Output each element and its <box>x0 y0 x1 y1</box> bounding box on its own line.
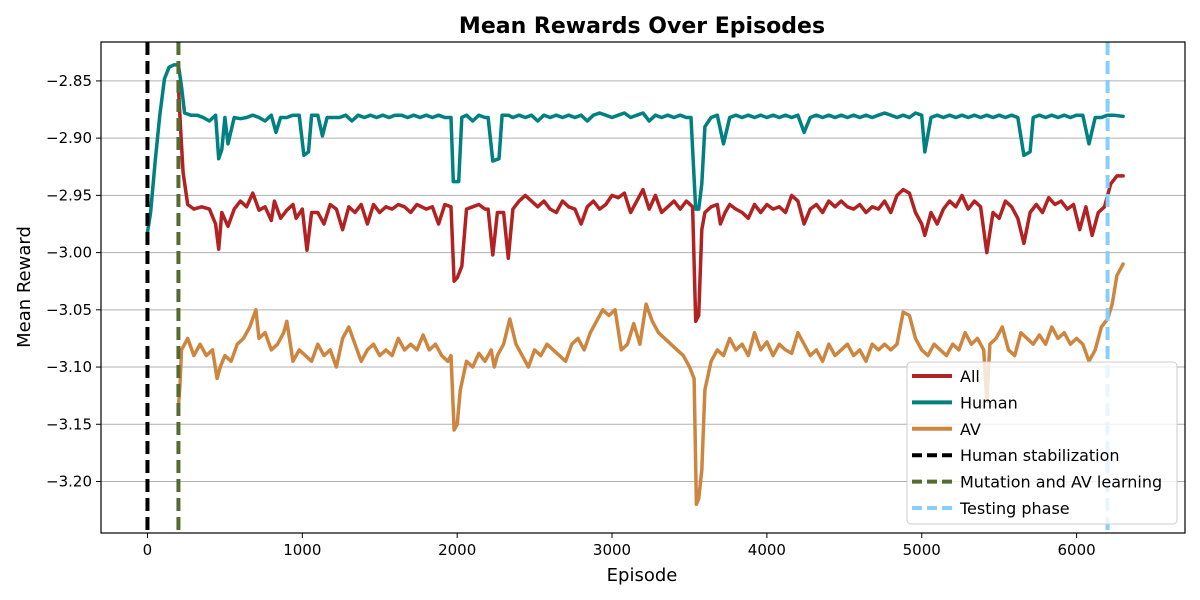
series-line-all <box>176 84 1125 324</box>
x-axis-ticks: 0 1000 2000 3000 4000 5000 6000 <box>143 533 1096 559</box>
legend-label: All <box>960 367 980 386</box>
y-tick-label: −3.00 <box>46 244 92 262</box>
y-tick-label: −2.90 <box>46 129 92 147</box>
y-tick-label: −2.85 <box>46 72 92 90</box>
y-tick-label: −3.15 <box>46 415 92 433</box>
legend-label: AV <box>960 420 981 439</box>
y-tick-label: −3.20 <box>46 472 92 490</box>
x-tick-label: 6000 <box>1058 541 1096 559</box>
legend-box <box>906 361 1178 525</box>
legend-label: Human stabilization <box>960 446 1120 465</box>
y-tick-label: −3.10 <box>46 358 92 376</box>
x-tick-label: 3000 <box>593 541 631 559</box>
x-tick-label: 2000 <box>438 541 476 559</box>
x-tick-label: 0 <box>143 541 153 559</box>
y-axis-label: Mean Reward <box>14 226 35 348</box>
x-tick-label: 5000 <box>903 541 941 559</box>
plot-frame <box>100 41 1186 534</box>
series-lines <box>145 63 1125 507</box>
y-axis-ticks: −2.85 −2.90 −2.95 −3.00 −3.05 −3.10 −3.15 −3.20 <box>46 72 101 490</box>
y-tick-label: −2.95 <box>46 186 92 204</box>
series-line-human <box>145 63 1125 234</box>
series-line-av <box>176 262 1125 507</box>
legend-label: Mutation and AV learning <box>960 473 1162 492</box>
x-axis-label: Episode <box>607 565 678 586</box>
x-tick-label: 4000 <box>748 541 786 559</box>
legend: All Human AV Human stabilization Mutation an… <box>906 361 1178 525</box>
chart-title: Mean Rewards Over Episodes <box>459 14 825 39</box>
legend-label: Human <box>960 393 1018 412</box>
x-tick-label: 1000 <box>283 541 321 559</box>
legend-label: Testing phase <box>959 499 1070 518</box>
y-tick-label: −3.05 <box>46 301 92 319</box>
